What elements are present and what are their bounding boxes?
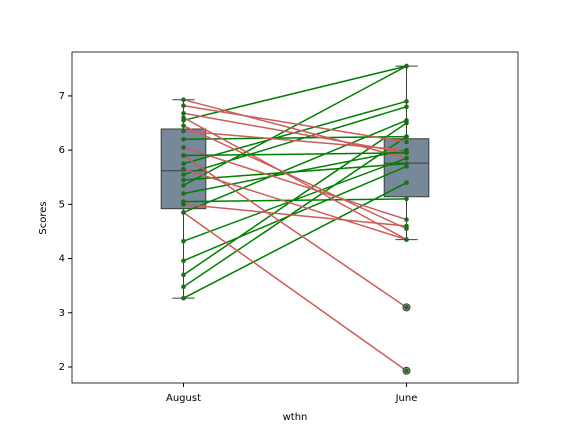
y-tick-label: 3 [59,308,65,319]
point [404,237,409,242]
point [181,166,186,172]
point [404,134,409,139]
point [181,97,186,103]
x-tick-label: August [166,393,201,404]
pair-line [183,146,407,221]
point [181,161,186,166]
y-tick-label: 5 [59,199,65,210]
y-tick-label: 6 [59,145,65,156]
y-axis-label: Scores [38,201,49,234]
plot-frame [71,51,519,384]
point [181,191,186,196]
point [181,272,186,278]
point [404,150,409,156]
point [404,63,409,69]
pair-line [183,65,407,122]
point [181,210,186,215]
point [404,368,409,374]
point [181,115,186,120]
pair-line [183,152,407,157]
pair-line [183,165,407,262]
x-tick-label: June [395,393,418,404]
pair-line [183,162,407,181]
point [181,153,186,158]
point [181,238,186,244]
pair-line [183,203,407,227]
y-tick-label: 4 [59,254,65,265]
pair-line [183,130,407,151]
point [404,223,409,229]
pair-line [183,181,407,299]
point [404,217,409,222]
pair-line [183,98,407,159]
point [181,123,186,129]
point [404,180,409,185]
pair-line [183,135,407,288]
point [404,118,409,123]
point [181,128,186,134]
point [404,99,409,104]
point [404,196,409,202]
pair-line [183,198,407,203]
point [404,161,409,166]
point [181,258,186,264]
point [181,145,186,150]
pair-line [183,104,407,143]
point [181,110,186,116]
pair-line [183,116,407,241]
point [181,295,186,301]
point [181,136,186,142]
point [181,103,186,108]
point [404,104,409,110]
point [404,155,409,161]
point [181,172,186,177]
pair-line [183,211,407,372]
pair-line [183,168,407,241]
pair-line [183,125,407,230]
point [181,183,186,188]
x-axis-label: wthn [283,412,308,423]
point [181,284,186,290]
pair-line [183,135,407,141]
point [181,177,186,183]
point [404,139,409,145]
y-tick-label: 7 [59,91,65,102]
y-tick-label: 2 [59,362,65,373]
pair-line [183,65,407,187]
point [181,202,186,207]
point [404,305,409,310]
